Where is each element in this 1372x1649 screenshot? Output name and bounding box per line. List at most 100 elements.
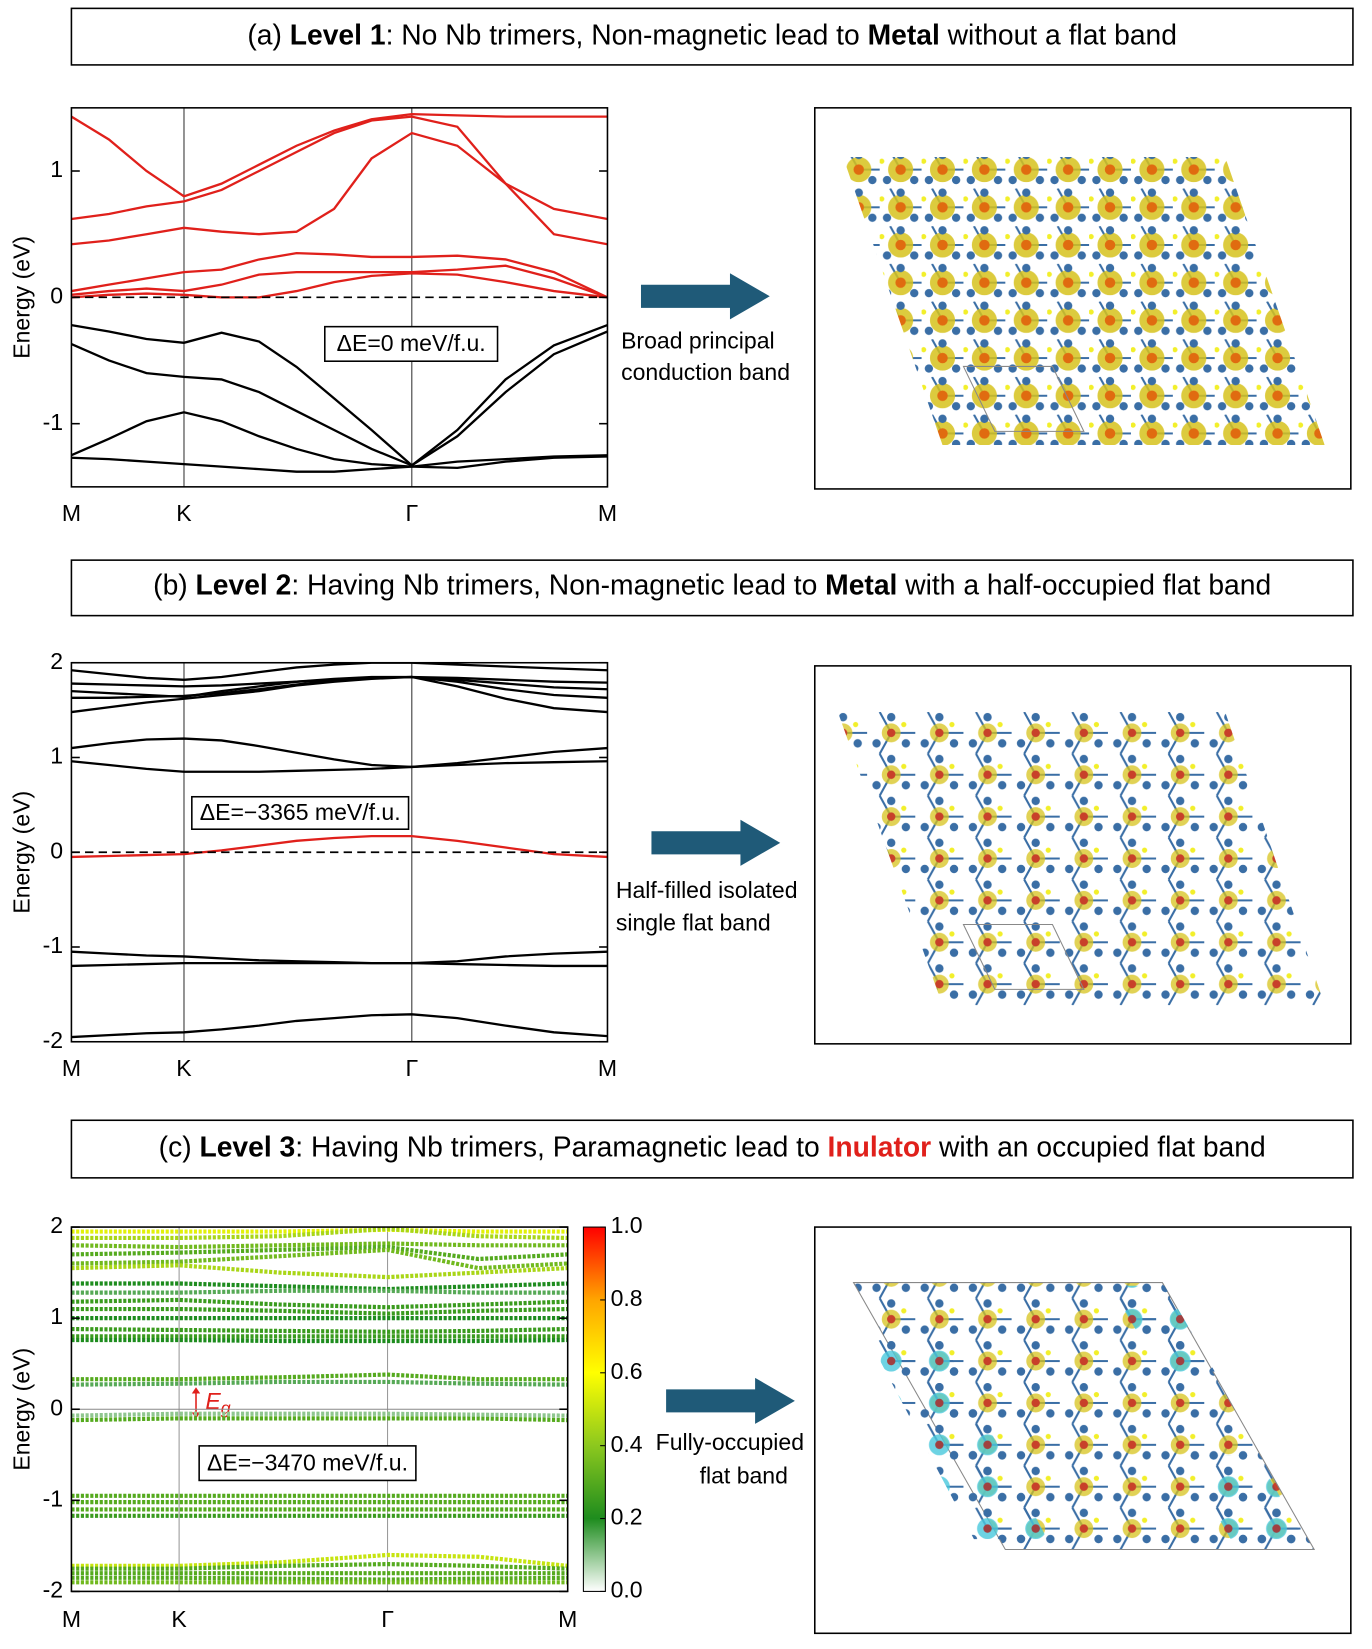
panel-title: (c) Level 3: Having Nb trimers, Paramagn… [159,1131,1266,1163]
spectral-band [71,1375,567,1380]
x-tick-label: Γ [405,1055,418,1081]
annotation: ΔE=−3470 meV/f.u. [207,1449,408,1475]
band [71,412,607,468]
gap-arrow-head [192,1387,200,1393]
page: Eg (a) Level 1: No Nb trimers, Non-magne… [0,0,1372,1649]
title-part: (b) [153,569,195,601]
title-part: Level 1 [290,19,386,51]
spectral-band [71,1291,567,1293]
x-tick-label: M [598,500,617,526]
x-tick-label: M [598,1055,617,1081]
title-part: without a flat band [940,19,1177,51]
spectral-band [71,1309,567,1314]
y-axis-label: Energy (eV) [8,791,34,914]
spectral-band [71,1340,567,1341]
title-part: (a) [247,19,289,51]
title-part: with an occupied flat band [931,1131,1266,1163]
panel-title: (b) Level 2: Having Nb trimers, Non-magn… [153,569,1271,601]
y-tick-label: -1 [43,409,63,435]
y-tick-label: -2 [43,1576,63,1602]
y-tick-label: 1 [50,156,63,182]
spectral-band [71,1230,567,1232]
spectral-band [71,1578,567,1580]
title-part: : Having Nb trimers, Paramagnetic lead t… [295,1131,827,1163]
plot-area [71,1227,567,1591]
colorbar-tick-label: 0.2 [611,1504,643,1530]
x-tick-label: M [62,1055,81,1081]
y-tick-label: -1 [43,932,63,958]
spectral-band [71,1247,567,1259]
spectral-band [71,1265,567,1277]
spectral-band [71,1300,567,1307]
arrow [666,1378,795,1424]
caption: flat band [700,1462,788,1488]
title-part: : Having Nb trimers, Non-magnetic lead t… [291,569,825,601]
band [71,253,607,297]
spectral-band [71,1244,567,1248]
spectral-band [71,1414,567,1416]
x-tick-label: M [62,500,81,526]
y-axis-label: Energy (eV) [8,236,34,359]
title-part: Metal [825,569,897,601]
y-tick-label: 2 [50,1212,63,1238]
x-tick-label: K [176,500,192,526]
x-tick-label: K [176,1055,192,1081]
arrow [641,273,770,319]
band [71,117,607,245]
caption: Half-filled isolated [616,877,798,903]
colorbar [583,1227,605,1591]
y-tick-label: 2 [50,648,63,674]
title-part: (c) [159,1131,200,1163]
y-tick-label: -2 [43,1027,63,1053]
band [71,663,607,680]
y-tick-label: 0 [50,282,63,308]
annotation: ΔE=−3365 meV/f.u. [200,799,401,825]
spectral-band [71,1418,567,1420]
band [71,114,607,196]
spectral-band [71,1555,567,1566]
plot-area [71,108,607,487]
colorbar-tick-label: 0.4 [611,1431,643,1457]
title-part: with a half-occupied flat band [897,569,1271,601]
caption: Broad principal [621,327,775,353]
spectral-band [71,1329,567,1332]
band [71,1014,607,1037]
y-tick-label: 0 [50,1394,63,1420]
title-part: Metal [868,19,940,51]
x-tick-label: Γ [405,500,418,526]
spectral-band [71,1283,567,1289]
y-axis-label: Energy (eV) [8,1348,34,1471]
y-tick-label: 1 [50,743,63,769]
x-tick-label: K [171,1606,187,1632]
caption: conduction band [621,359,790,385]
figure: Eg (a) Level 1: No Nb trimers, Non-magne… [0,0,1372,1649]
band [71,455,607,471]
band [71,761,607,771]
panel-title: (a) Level 1: No Nb trimers, Non-magnetic… [247,19,1177,51]
x-tick-label: Γ [381,1606,394,1632]
colorbar-tick-label: 0.8 [611,1285,643,1311]
plot-area [71,663,607,1042]
spectral-band [71,1382,567,1385]
band [71,133,607,244]
y-tick-label: -1 [43,1485,63,1511]
x-tick-label: M [62,1606,81,1632]
spectral-band [71,1564,567,1569]
caption: single flat band [616,910,771,936]
colorbar-tick-label: 1.0 [611,1212,643,1238]
arrow [651,820,780,866]
colorbar-tick-label: 0.0 [611,1576,643,1602]
y-tick-label: 0 [50,837,63,863]
x-tick-label: M [558,1606,577,1632]
band [71,952,607,963]
title-part: Inulator [828,1131,932,1163]
band [71,836,607,857]
title-part: Level 2 [196,569,292,601]
title-part: : No Nb trimers, Non-magnetic lead to [386,19,868,51]
caption: Fully-occupied [656,1429,804,1455]
gap-label-main: E [205,1388,221,1414]
annotation: ΔE=0 meV/f.u. [337,330,486,356]
y-tick-label: 1 [50,1303,63,1329]
title-part: Level 3 [199,1131,295,1163]
spectral-band [71,1250,567,1268]
